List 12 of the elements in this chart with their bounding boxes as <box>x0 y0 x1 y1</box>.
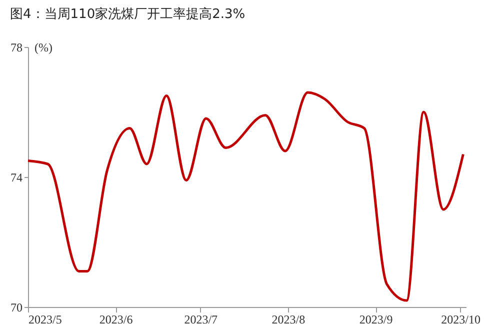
x-tick-label: 2023/8 <box>272 312 306 326</box>
y-axis-title: (%) <box>34 40 52 54</box>
x-tick-label: 2023/5 <box>28 312 62 326</box>
y-tick-label: 74 <box>10 170 22 184</box>
line-series <box>26 91 464 302</box>
y-tick-label: 78 <box>10 40 22 54</box>
x-tick-label: 2023/10 <box>441 312 481 326</box>
y-tick-label: 70 <box>10 300 22 314</box>
chart-title: 图4：当周110家洗煤厂开工率提高2.3% <box>10 6 246 22</box>
x-tick-label: 2023/6 <box>99 312 133 326</box>
x-tick-label: 2023/7 <box>184 312 218 326</box>
x-tick-label: 2023/9 <box>359 312 393 326</box>
